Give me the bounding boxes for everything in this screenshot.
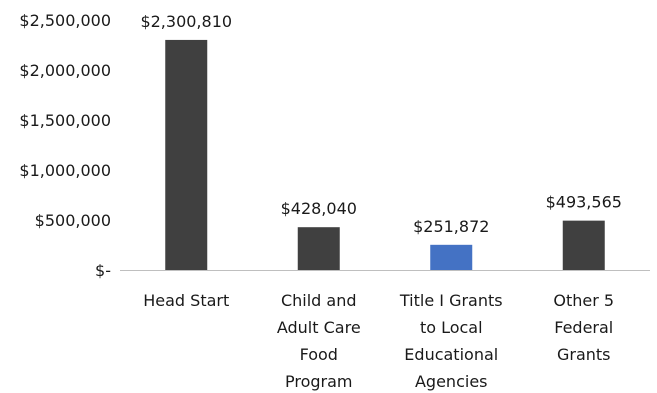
- y-tick-label: $1,500,000: [19, 111, 111, 130]
- data-label: $493,565: [546, 193, 622, 212]
- category-label-line: Program: [285, 372, 353, 391]
- category-label-line: Title I Grants: [399, 291, 503, 310]
- data-labels: $2,300,810 $428,040 $251,872 $493,565: [140, 12, 621, 236]
- y-tick-label: $500,000: [35, 211, 111, 230]
- category-label-line: Child and: [281, 291, 357, 310]
- y-tick-label: $-: [95, 261, 111, 280]
- category-label-line: Head Start: [143, 291, 229, 310]
- bar: [562, 220, 605, 270]
- category-label-line: Other 5: [553, 291, 614, 310]
- category-label-line: Federal: [554, 318, 613, 337]
- category-label-line: Educational: [404, 345, 498, 364]
- category-label-line: Food: [300, 345, 338, 364]
- category-label-line: to Local: [420, 318, 483, 337]
- category-label: Title I Grants to Local Educational Agencie…: [399, 291, 503, 391]
- category-label-line: Agencies: [415, 372, 488, 391]
- bar: [165, 39, 208, 270]
- category-label: Head Start: [143, 291, 229, 310]
- category-label-line: Adult Care: [277, 318, 361, 337]
- data-label: $2,300,810: [140, 12, 232, 31]
- y-axis-ticks: $- $500,000 $1,000,000 $1,500,000 $2,000,000…: [19, 11, 111, 280]
- bar: [430, 244, 473, 270]
- category-labels: Head Start Child and Adult Care Food Program…: [143, 291, 614, 391]
- y-tick-label: $2,000,000: [19, 61, 111, 80]
- category-label: Child and Adult Care Food Program: [277, 291, 361, 391]
- data-label: $428,040: [281, 199, 357, 218]
- bars: [165, 39, 605, 270]
- category-label-line: Grants: [557, 345, 611, 364]
- category-label: Other 5 Federal Grants: [553, 291, 614, 364]
- bar: [297, 227, 340, 270]
- y-tick-label: $1,000,000: [19, 161, 111, 180]
- data-label: $251,872: [413, 217, 489, 236]
- y-tick-label: $2,500,000: [19, 11, 111, 30]
